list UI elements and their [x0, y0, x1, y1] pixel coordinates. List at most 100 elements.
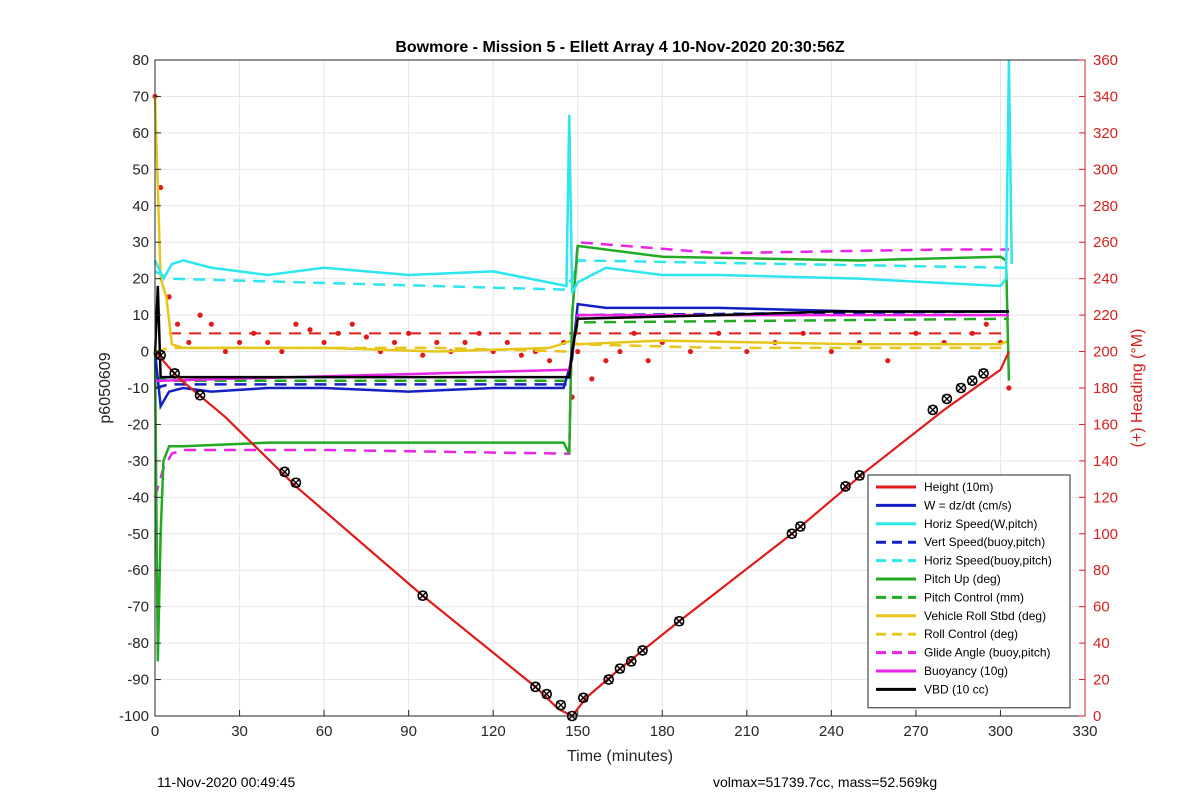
waypoint-circle — [169, 368, 181, 379]
waypoint-cross — [967, 376, 977, 386]
series-line — [153, 59, 1013, 294]
waypoint-circle — [941, 393, 953, 405]
waypoint-cross — [855, 470, 865, 480]
waypoint-marker — [417, 590, 429, 602]
footer-mass-info: volmax=51739.7cc, mass=52.569kg — [713, 774, 938, 790]
waypoint-cross — [170, 368, 180, 378]
waypoint-circle — [966, 375, 978, 387]
heading-point — [208, 321, 214, 327]
waypoint-marker — [603, 674, 615, 685]
heading-point — [158, 184, 164, 191]
y-tick-label: 10 — [132, 307, 149, 324]
x-tick-label: 90 — [400, 723, 417, 740]
waypoint-marker — [673, 615, 685, 627]
y-tick-label: 30 — [132, 234, 149, 251]
series-line — [153, 244, 1011, 662]
waypoint-circle — [417, 590, 429, 602]
waypoint-cross — [195, 390, 205, 400]
waypoint-circle — [194, 389, 206, 401]
heading-point — [349, 321, 355, 327]
y-tick-label: 20 — [132, 271, 149, 288]
waypoint-cross — [578, 693, 588, 703]
waypoint-marker — [194, 389, 206, 401]
heading-point — [434, 339, 440, 346]
waypoint-cross — [615, 664, 625, 674]
heading-point — [631, 330, 637, 336]
series-line — [153, 285, 1009, 379]
heading-point — [174, 321, 181, 327]
heading-point — [603, 358, 609, 364]
waypoint-circle — [555, 699, 567, 711]
y2-tick-label: 100 — [1093, 526, 1118, 543]
heading-point — [279, 348, 285, 355]
footer-timestamp: 11-Nov-2020 00:49:45 — [157, 774, 296, 790]
waypoint-circle — [541, 688, 553, 700]
heading-point — [265, 339, 271, 346]
waypoint-marker — [840, 481, 851, 492]
legend: Height (10m) W = dz/dt (cm/s) Horiz Speed(… — [867, 474, 1071, 709]
waypoint-circle — [955, 382, 967, 394]
y-tick-label: -40 — [127, 489, 149, 506]
series-line — [154, 343, 1009, 353]
waypoint-cross — [638, 645, 648, 655]
waypoint-cross — [674, 616, 684, 626]
series-line — [153, 302, 1009, 411]
axes: 0 30 60 90 120 150 180 210 240 270 300 330-100-90-8… — [119, 52, 1118, 740]
heading-point — [828, 348, 834, 355]
y2-tick-label: 40 — [1093, 635, 1110, 652]
heading-point — [589, 376, 595, 382]
x-tick-label: 120 — [481, 723, 506, 740]
waypoint-circle — [786, 528, 798, 540]
waypoint-marker — [927, 404, 939, 416]
y-tick-label: -100 — [119, 708, 149, 725]
heading-point — [518, 352, 524, 358]
heading-point — [744, 348, 750, 355]
y2-tick-label: 60 — [1093, 599, 1110, 616]
plot-area — [152, 59, 1013, 722]
x-tick-label: 150 — [565, 723, 590, 740]
waypoint-marker — [966, 375, 978, 387]
series-line — [153, 240, 1009, 498]
waypoint-marker — [530, 681, 541, 693]
x-axis-label: Time (minutes) — [567, 748, 673, 765]
y-tick-label: -60 — [127, 562, 149, 579]
y-tick-label: 70 — [132, 88, 149, 105]
waypoint-circle — [637, 645, 648, 656]
heading-point — [913, 330, 919, 336]
heading-point — [885, 358, 891, 364]
waypoint-marker — [978, 368, 989, 379]
legend-box — [867, 474, 1071, 709]
heading-point — [476, 330, 482, 336]
legend-entry: Glide Angle (buoy,pitch) — [924, 646, 1051, 660]
legend-entry: Pitch Up (deg) — [924, 572, 1001, 586]
waypoint-circle — [279, 466, 290, 478]
y-tick-label: 60 — [132, 125, 149, 142]
waypoint-cross — [840, 481, 850, 491]
waypoint-circle — [290, 477, 302, 489]
heading-point — [462, 339, 468, 346]
legend-entry: Vert Speed(buoy,pitch) — [924, 535, 1045, 549]
waypoint-marker — [941, 393, 953, 405]
waypoint-circle — [625, 656, 637, 667]
waypoint-circle — [927, 404, 939, 416]
y-tick-label: -50 — [127, 526, 149, 543]
heading-point — [321, 339, 327, 346]
y2-tick-label: 300 — [1093, 161, 1118, 178]
waypoint-cross — [795, 521, 805, 531]
waypoint-cross — [604, 675, 614, 685]
heading-point — [197, 312, 203, 318]
x-tick-label: 30 — [231, 723, 248, 740]
y-tick-label: 40 — [132, 198, 149, 215]
y2-tick-label: 360 — [1093, 52, 1118, 69]
y-tick-label: -80 — [127, 635, 149, 652]
y2-tick-label: 340 — [1093, 88, 1118, 105]
y-tick-label: -90 — [127, 672, 149, 689]
waypoint-cross — [556, 700, 566, 710]
heading-point — [969, 330, 975, 336]
legend-entry: Buoyancy (10g) — [924, 664, 1008, 678]
y-tick-label: -30 — [127, 453, 149, 470]
heading-point — [1006, 385, 1012, 391]
waypoint-cross — [787, 529, 797, 539]
y-tick-label: 50 — [132, 161, 149, 178]
heading-point — [617, 348, 623, 355]
